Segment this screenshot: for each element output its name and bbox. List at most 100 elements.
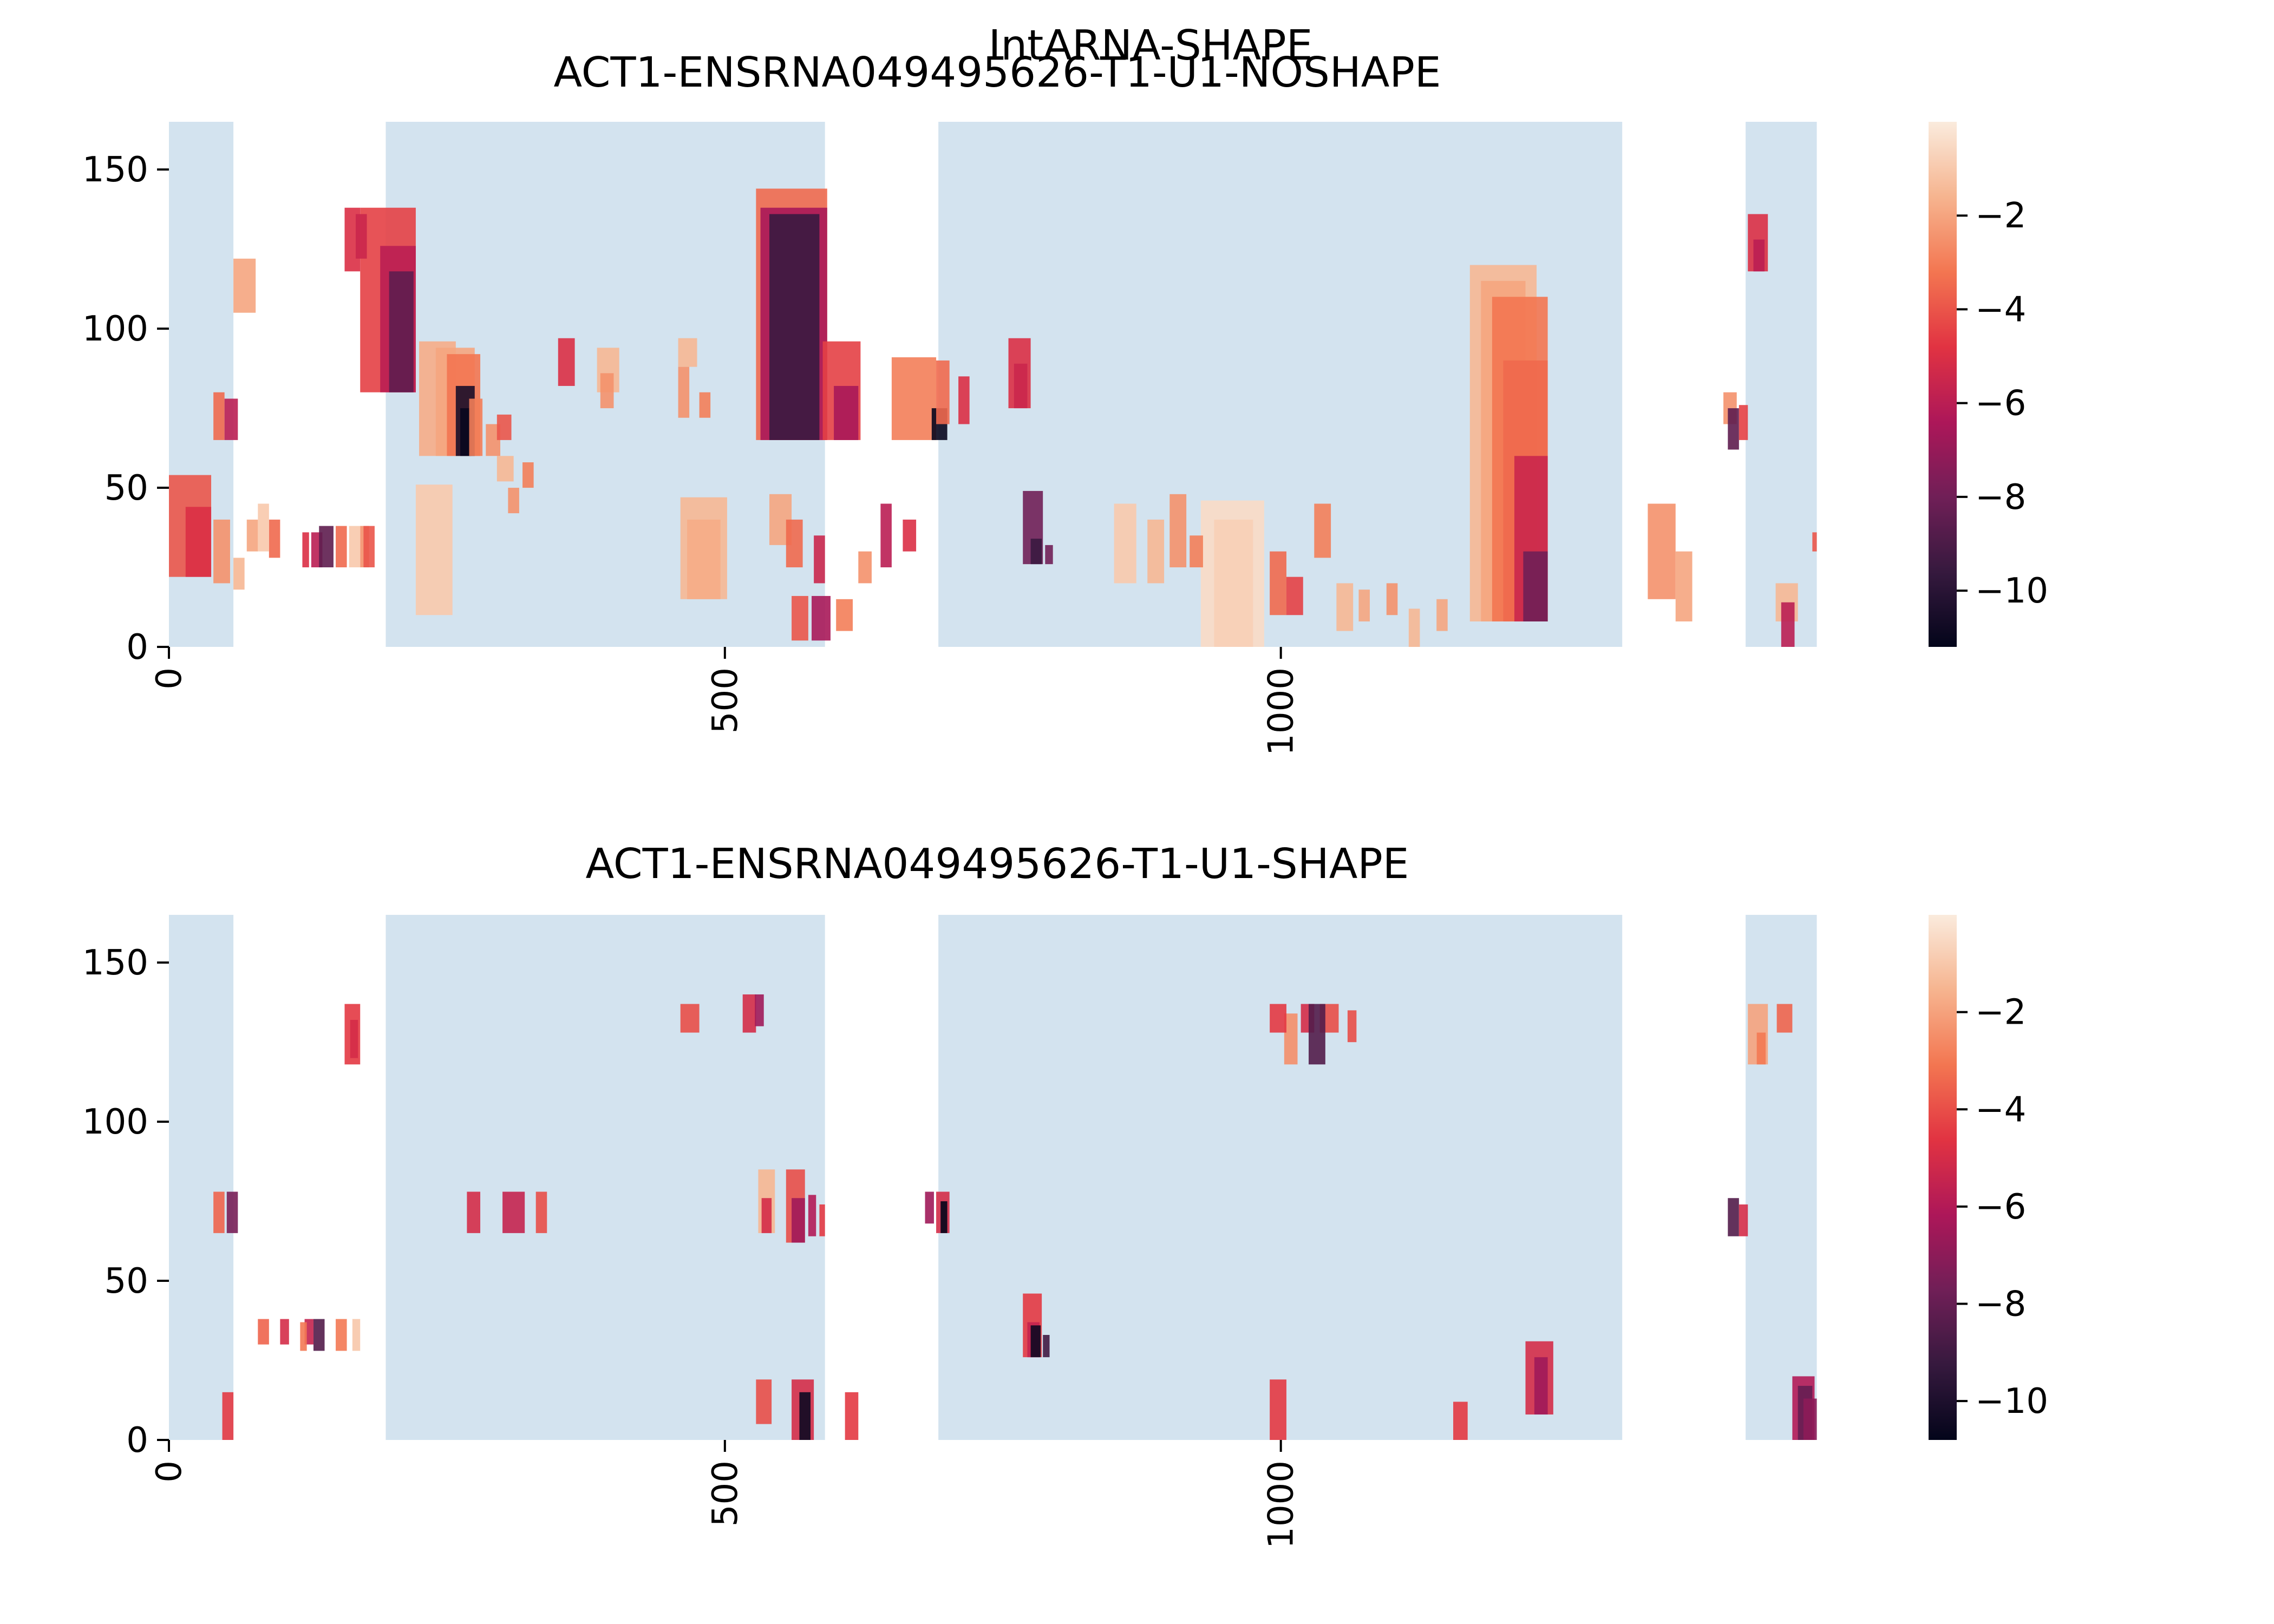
heatmap-cell xyxy=(1436,599,1448,631)
heatmap-cell xyxy=(1648,503,1676,599)
heatmap-cell xyxy=(1776,1004,1793,1033)
heatmap-cell xyxy=(224,398,238,440)
colorbar-noshape: −2 −4 −6 −8 −10 xyxy=(1929,122,2048,647)
heatmap-cell xyxy=(300,1322,307,1351)
heatmap-noshape: 0 50 100 150 0 500 1000 xyxy=(82,122,1817,756)
y-tick-label: 0 xyxy=(126,627,148,667)
heatmap-cell xyxy=(246,519,258,552)
heatmap-cell xyxy=(185,507,212,577)
x-tick-label: 0 xyxy=(149,1461,190,1483)
heatmap-cell xyxy=(280,1319,289,1345)
x-tick-label: 500 xyxy=(705,1461,746,1527)
heatmap-cell xyxy=(680,1004,700,1033)
x-tick-label: 0 xyxy=(149,667,190,690)
heatmap-cell xyxy=(808,1195,816,1236)
heatmap-cell xyxy=(1523,551,1548,621)
heatmap-cell xyxy=(496,414,512,440)
heatmap-cell xyxy=(363,526,375,568)
heatmap-cell xyxy=(258,503,269,552)
region-band xyxy=(938,915,1623,1440)
heatmap-cell xyxy=(213,392,225,440)
region-layer-shape xyxy=(169,915,1817,1440)
colorbar-tick-label: −6 xyxy=(1975,384,2026,424)
y-tick-label: 100 xyxy=(82,1102,148,1142)
region-band xyxy=(1746,915,1817,1440)
heatmap-cell xyxy=(600,373,614,409)
heatmap-cell xyxy=(1739,405,1748,440)
region-band xyxy=(169,915,234,1440)
heatmap-cell xyxy=(845,1392,859,1440)
heatmap-cell xyxy=(1812,532,1817,552)
heatmap-cell xyxy=(1286,577,1303,615)
region-band xyxy=(1746,122,1817,647)
heatmap-cell xyxy=(1347,1010,1357,1043)
colorbar-gradient xyxy=(1929,915,1957,1440)
heatmap-cell xyxy=(925,1191,934,1224)
colorbar-tick-label: −8 xyxy=(1975,477,2026,518)
heatmap-cell xyxy=(469,398,483,456)
heatmap-cell xyxy=(336,1319,347,1351)
x-tick-label: 500 xyxy=(705,667,746,734)
heatmap-cell xyxy=(313,1319,325,1351)
heatmap-cell xyxy=(1147,519,1165,584)
heatmap-cell xyxy=(742,994,756,1033)
heatmap-cell xyxy=(1453,1402,1468,1440)
heatmap-cell xyxy=(858,551,872,584)
heatmap-cell xyxy=(356,214,367,259)
heatmap-cell xyxy=(812,595,831,641)
heatmap-cell xyxy=(891,357,937,440)
heatmap-cell xyxy=(1270,1379,1286,1440)
heatmap-cell xyxy=(222,1392,234,1440)
heatmap-cell xyxy=(903,519,917,552)
heatmap-cell xyxy=(1728,408,1739,450)
heatmap-cell xyxy=(814,535,825,584)
heatmap-cell xyxy=(1386,583,1398,615)
heatmap-cell xyxy=(836,599,853,631)
figure-title: IntARNA-SHAPE xyxy=(989,22,1313,70)
heatmap-cell xyxy=(467,1191,481,1233)
heatmap-cell xyxy=(769,214,820,440)
heatmap-cell xyxy=(1728,1198,1739,1236)
heatmap-cell xyxy=(1309,1004,1325,1065)
heatmap-cell xyxy=(1014,363,1028,409)
heatmap-cell xyxy=(1753,239,1765,272)
heatmap-cell xyxy=(1756,1032,1766,1065)
heatmap-cell xyxy=(1045,545,1053,565)
heatmap-cell xyxy=(678,366,690,418)
heatmap-cell xyxy=(819,1204,825,1236)
heatmap-cell xyxy=(508,488,519,514)
heatmap-cell xyxy=(226,1191,238,1233)
colorbar-tick-label: −8 xyxy=(1975,1285,2026,1325)
heatmap-cell xyxy=(352,1319,361,1351)
y-tick-label: 50 xyxy=(104,468,148,508)
y-tick-label: 150 xyxy=(82,943,148,983)
y-tick-label: 50 xyxy=(104,1261,148,1301)
colorbar-tick-label: −6 xyxy=(1975,1187,2026,1227)
heatmap-cell xyxy=(880,503,892,568)
heatmap-cell xyxy=(1336,583,1354,631)
heatmap-cell xyxy=(940,1201,948,1233)
heatmap-cell xyxy=(699,392,711,418)
panel-title-shape: ACT1-ENSRNA049495626-T1-U1-SHAPE xyxy=(586,840,1409,888)
heatmap-cell xyxy=(558,338,575,386)
heatmap-cell xyxy=(761,1198,772,1233)
heatmap-cell xyxy=(1214,519,1253,647)
heatmap-cell xyxy=(522,462,534,488)
heatmap-cell xyxy=(786,519,803,568)
heatmap-cell xyxy=(755,994,764,1026)
heatmap-cell xyxy=(1314,503,1331,558)
heatmap-cell xyxy=(678,338,697,367)
heatmap-cell xyxy=(319,526,334,568)
colorbar-tick-label: −10 xyxy=(1975,571,2048,611)
heatmap-cell xyxy=(1270,551,1286,615)
colorbar-tick-label: −2 xyxy=(1975,993,2026,1033)
heatmap-shape: 0 50 100 150 0 500 1000 xyxy=(82,915,1817,1549)
heatmap-cell xyxy=(350,1020,358,1058)
heatmap-cell xyxy=(496,456,514,482)
heatmap-cell xyxy=(1043,1335,1050,1358)
heatmap-cell xyxy=(502,1191,525,1233)
heatmap-cell xyxy=(834,385,859,440)
heatmap-cell xyxy=(535,1191,547,1233)
heatmap-cell xyxy=(349,526,361,568)
